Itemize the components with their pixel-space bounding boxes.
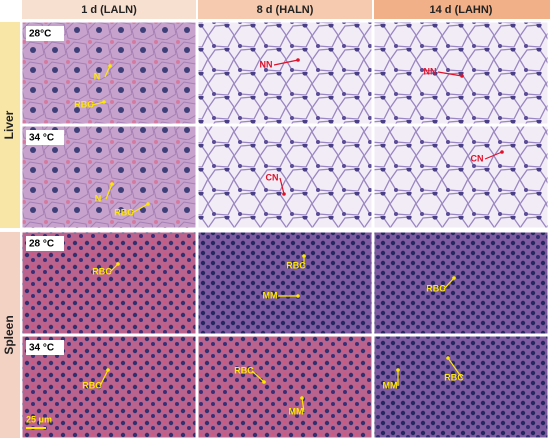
micrograph (197, 231, 373, 335)
arrow-head (106, 368, 110, 372)
arrow-head (460, 74, 464, 78)
row-label: Liver (2, 110, 16, 139)
annotation-arrow (301, 397, 305, 413)
annotation: RBC (286, 260, 306, 270)
annotation: RBC (234, 365, 254, 375)
row-label-bg (0, 232, 20, 438)
arrow-head (296, 58, 300, 62)
arrow-head (146, 202, 150, 206)
column-header-bg (198, 0, 372, 19)
micrograph (197, 125, 373, 229)
annotation-arrow (251, 370, 265, 383)
condition-label-bg (26, 26, 64, 41)
arrow-head (396, 368, 400, 372)
arrow-head (108, 64, 112, 68)
column-header: 14 d (LAHN) (430, 4, 493, 16)
column-header: 8 d (HALN) (257, 4, 314, 16)
annotation-arrow (279, 177, 285, 195)
annotation: RBC (114, 207, 134, 217)
annotation-arrow (447, 357, 463, 379)
condition-label-bg (26, 340, 64, 355)
annotation: MM (263, 290, 278, 300)
column-header-bg (374, 0, 550, 19)
micrograph (373, 335, 549, 438)
annotation: RBC (426, 283, 446, 293)
annotation-arrow (443, 277, 455, 290)
arrow-head (116, 262, 120, 266)
arrow-head (446, 356, 450, 360)
annotation-arrow (105, 183, 113, 200)
arrow-head (452, 276, 456, 280)
condition-label-bg (26, 130, 64, 145)
annotation-arrow (131, 203, 149, 214)
condition-label: 28°C (29, 29, 51, 40)
annotation: MM (383, 380, 398, 390)
annotation: RBC (444, 372, 464, 382)
scale-bar-label: 25 μm (26, 414, 52, 424)
condition-label-bg (26, 236, 64, 251)
annotation-arrow (273, 59, 299, 66)
row-label: Spleen (2, 315, 16, 354)
arrow-head (282, 192, 286, 196)
micrograph (197, 335, 373, 438)
annotation: CN (471, 153, 484, 163)
annotation-arrow (484, 151, 503, 160)
annotation: N (95, 193, 102, 203)
micrograph (197, 21, 373, 125)
annotation: CN (266, 172, 279, 182)
micrograph (373, 125, 549, 229)
annotation: RBC (92, 266, 112, 276)
arrow-head (302, 254, 306, 258)
column-header-bg (22, 0, 196, 19)
micrograph (373, 231, 549, 335)
annotation: NN (260, 59, 273, 69)
annotation-arrow (91, 101, 105, 106)
condition-label: 28 °C (29, 239, 54, 250)
arrow-head (102, 100, 106, 104)
annotation-arrow (437, 71, 463, 77)
annotation: MM (289, 406, 304, 416)
condition-label: 34 °C (29, 133, 54, 144)
arrow-head (296, 294, 300, 298)
arrow-head (500, 150, 504, 154)
annotation-arrow (99, 369, 109, 387)
annotation-arrow (109, 263, 119, 273)
arrow-head (110, 182, 114, 186)
arrow-head (262, 380, 266, 384)
micrograph (373, 21, 549, 125)
annotation: NN (424, 66, 437, 76)
column-header: 1 d (LALN) (81, 4, 137, 16)
annotation-arrow (104, 65, 111, 78)
annotation: N (94, 71, 101, 81)
annotation: RBC (82, 380, 102, 390)
annotation: RBC (74, 99, 94, 109)
condition-label: 34 °C (29, 343, 54, 354)
row-label-bg (0, 22, 20, 228)
arrow-head (300, 396, 304, 400)
